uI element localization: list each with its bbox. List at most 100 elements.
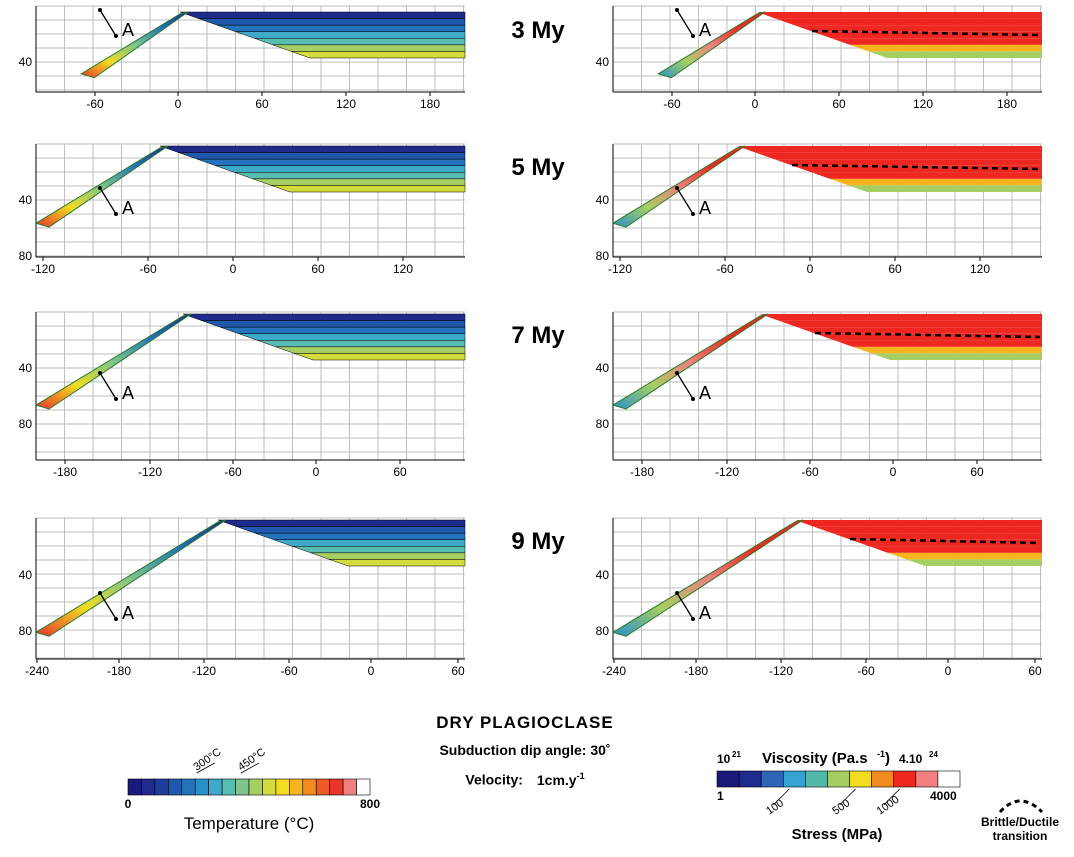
y-tick-label: 80: [19, 417, 33, 431]
temperature-swatch: [275, 778, 290, 796]
stress-panel-1: A 40 -60 0 60 120 180: [596, 5, 1042, 111]
x-tick-label: 0: [368, 664, 375, 678]
temperature-min-label: 0: [125, 797, 132, 811]
plate-layer: [201, 320, 466, 328]
viscosity-swatch: [915, 770, 939, 788]
section-endpoint: [691, 34, 695, 38]
plate-layer: [272, 44, 466, 52]
viscosity-legend: 10 21 Viscosity (Pa.s -1) 4.10 24 1 4000 Stress …: [716, 749, 961, 843]
x-tick-label: 60: [888, 262, 902, 276]
figure-title: DRY PLAGIOCLASE: [436, 713, 614, 732]
viscosity-max-exponent: 24: [929, 750, 938, 759]
section-endpoint: [98, 8, 102, 12]
x-tick-label: 180: [997, 97, 1017, 111]
plate-layer: [811, 172, 1042, 179]
x-tick-label: 0: [945, 664, 952, 678]
plate-layer: [217, 24, 466, 32]
subducting-slab: [80, 11, 189, 79]
plate-layer: [760, 314, 1042, 321]
temperature-swatch: [342, 778, 357, 796]
x-tick-label: 60: [451, 664, 465, 678]
x-tick-label: -120: [192, 664, 216, 678]
x-tick-label: 60: [255, 97, 269, 111]
brittle-ductile-line: [811, 29, 1041, 37]
viscosity-min-label: 10: [717, 752, 731, 766]
section-endpoint: [98, 591, 102, 595]
y-tick-label: 40: [596, 55, 610, 69]
viscosity-swatch: [849, 770, 872, 788]
x-tick-label: -60: [280, 664, 298, 678]
temperature-panel-4: A 40 80 -240 -180 -120 -60 0 60: [19, 517, 466, 678]
stress-mark-500: 500: [830, 797, 852, 817]
section-endpoint: [98, 371, 102, 375]
viscosity-title-exponent: -1: [877, 749, 885, 759]
temperature-swatch: [262, 778, 277, 796]
section-endpoint: [98, 186, 102, 190]
x-tick-label: 60: [832, 97, 846, 111]
x-tick-label: 60: [311, 262, 325, 276]
x-tick-label: 60: [393, 465, 407, 479]
plate-layer: [273, 539, 466, 547]
plate-layer: [829, 178, 1042, 186]
y-tick-label: 80: [19, 624, 33, 638]
velocity-value: 1cm.y: [536, 771, 577, 788]
subducting-slab: [611, 313, 769, 410]
temperature-swatch: [289, 778, 304, 796]
x-tick-label: 0: [313, 465, 320, 479]
plate-layer: [871, 353, 1042, 360]
stress-mark-line: [883, 788, 901, 806]
temperature-swatch: [208, 778, 223, 796]
plate-layer: [813, 526, 1042, 534]
brittle-ductile-symbol: [998, 799, 1044, 814]
stress-min-label: 1: [717, 789, 724, 803]
y-tick-label: 40: [596, 568, 610, 582]
plate-layer: [236, 526, 466, 534]
plate-layer: [849, 44, 1042, 52]
subducting-slab: [611, 519, 804, 637]
section-line: [99, 592, 117, 620]
section-endpoint: [691, 397, 695, 401]
viscosity-swatch: [805, 770, 828, 788]
plate-layer: [795, 520, 1042, 527]
viscosity-swatch: [893, 770, 917, 788]
x-tick-label: -60: [139, 262, 157, 276]
x-tick-label: -120: [31, 262, 55, 276]
stress-panel-4: A 40 80 -240 -180 -120 -60 0 60: [596, 517, 1042, 678]
y-tick-label: 40: [19, 193, 33, 207]
y-tick-label: 80: [19, 249, 33, 263]
section-line: [99, 372, 117, 400]
x-tick-label: 60: [1028, 664, 1042, 678]
x-tick-label: -60: [716, 262, 734, 276]
temperature-swatch: [315, 778, 330, 796]
stress-mark-1000: 1000: [875, 794, 902, 818]
x-tick-label: -120: [138, 465, 162, 479]
temperature-swatch: [221, 778, 236, 796]
section-line: [676, 592, 694, 620]
time-label: 9 My: [511, 528, 565, 555]
x-tick-label: 0: [175, 97, 182, 111]
subducting-slab: [34, 313, 192, 410]
section-line: [676, 9, 694, 37]
plate-layer: [294, 353, 466, 361]
plate-layer: [275, 346, 466, 354]
temperature-swatch: [194, 778, 209, 796]
brittle-ductile-line: [814, 331, 1041, 339]
x-tick-label: -180: [684, 664, 708, 678]
plate-layer: [197, 158, 466, 166]
plate-layer: [852, 346, 1042, 354]
temperature-panel-1: A 40 -60 0 60 120 180: [19, 5, 466, 111]
temperature-mark-line: [196, 762, 215, 774]
x-tick-label: -60: [86, 97, 104, 111]
temperature-swatch: [235, 778, 250, 796]
x-tick-label: -240: [25, 664, 49, 678]
plate-layer: [255, 532, 466, 540]
temperature-mark-line: [240, 762, 260, 774]
x-tick-label: -60: [857, 664, 875, 678]
brittle-ductile-label: Brittle/Ductile: [981, 815, 1059, 829]
viscosity-title-close: ): [885, 750, 890, 767]
plate-layer: [755, 152, 1042, 160]
x-tick-label: 60: [970, 465, 984, 479]
section-endpoint: [675, 8, 679, 12]
temperature-legend: 0 800 Temperature (°C) 300°C 450°C: [125, 746, 381, 833]
plate-layer: [848, 185, 1042, 192]
